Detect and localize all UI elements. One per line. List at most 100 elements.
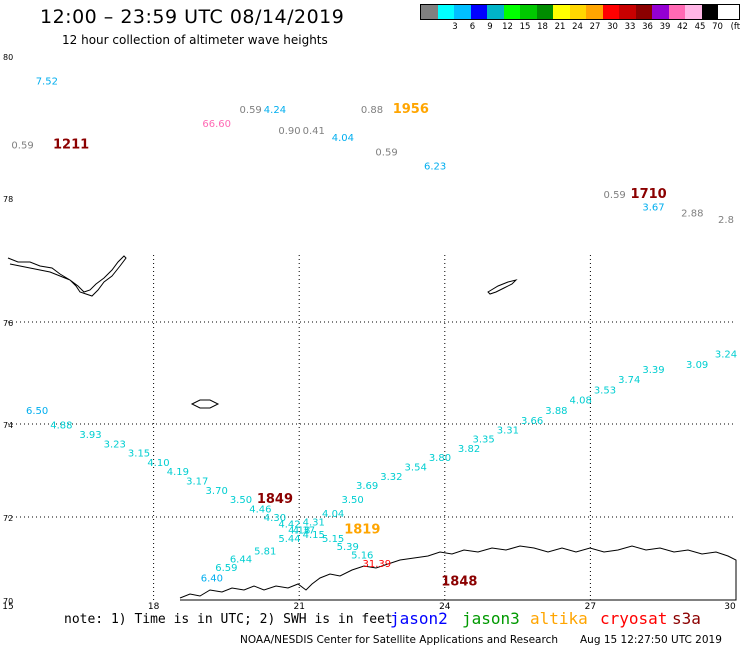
lat-tick-label: 74 <box>3 421 13 430</box>
wave-height-value: 4.04 <box>332 133 354 144</box>
wave-height-value: 4.37 <box>293 526 315 537</box>
wave-height-value: 3.15 <box>128 449 150 460</box>
pass-time-labels: 1211 1956 1710 1849 1819 1848 <box>53 102 667 590</box>
wave-height-value: 6.23 <box>424 162 446 173</box>
wave-height-value: 0.90 <box>278 126 300 137</box>
wave-height-value: 4.19 <box>167 467 189 478</box>
lon-tick-label: 24 <box>439 602 451 612</box>
legend-swatch <box>437 5 454 19</box>
legend-label: 30 <box>607 22 618 32</box>
legend-swatch <box>701 5 718 19</box>
legend-swatch <box>421 5 438 19</box>
wave-height-value: 3.82 <box>458 444 480 455</box>
pass-time-label: 1848 <box>441 574 477 589</box>
page-title: 12:00 – 23:59 UTC 08/14/2019 <box>40 6 345 28</box>
wave-height-value: 4.31 <box>303 517 325 528</box>
wave-height-value: 6.59 <box>215 563 237 574</box>
wave-height-value: 3.50 <box>230 495 252 506</box>
legend-label: 3 <box>452 22 458 32</box>
wave-height-value: 3.70 <box>206 486 228 497</box>
wave-height-value: 5.44 <box>278 534 300 545</box>
wave-height-value: 5.15 <box>322 534 344 545</box>
legend-swatch <box>470 5 487 19</box>
legend-swatch <box>487 5 504 19</box>
wave-height-value: 3.74 <box>618 375 640 386</box>
map-grid <box>8 255 736 600</box>
legend-swatch <box>520 5 537 19</box>
lat-tick-label: 80 <box>3 53 13 62</box>
lon-tick-label: 18 <box>148 602 160 612</box>
generated-timestamp: Aug 15 12:27:50 UTC 2019 <box>580 634 722 646</box>
wave-height-value: 0.41 <box>303 126 325 137</box>
wave-height-value: 3.23 <box>104 439 126 450</box>
pass-time-label: 1819 <box>344 523 380 538</box>
wave-height-value: 6.50 <box>26 406 48 417</box>
wave-height-value: 6.44 <box>230 555 252 566</box>
legend-swatch <box>602 5 619 19</box>
wave-height-value: 2.8 <box>718 215 734 226</box>
lon-tick-label: 27 <box>585 602 596 612</box>
legend-label: 33 <box>624 22 636 32</box>
wave-height-value: 3.09 <box>686 360 708 371</box>
coastline <box>7 255 737 601</box>
lat-tick-label: 72 <box>3 514 13 523</box>
wave-height-value: 4.88 <box>50 421 72 432</box>
page-subtitle: 12 hour collection of altimeter wave hei… <box>62 33 328 47</box>
wave-height-value: 3.32 <box>380 472 402 483</box>
pass-time-label: 1956 <box>393 102 429 117</box>
wave-height-value: 3.24 <box>715 350 737 361</box>
wave-height-value: 4.42 <box>278 519 300 530</box>
legend-label: 21 <box>554 22 566 32</box>
legend-label: 42 <box>677 22 688 32</box>
legend-label: 36 <box>642 22 653 32</box>
legend-swatches <box>420 4 740 20</box>
legend-swatch <box>635 5 652 19</box>
legend-label: 18 <box>537 22 548 32</box>
wave-height-value: 0.59 <box>11 140 33 151</box>
legend-swatch <box>503 5 520 19</box>
legend-swatch <box>454 5 471 19</box>
lon-tick-label: 30 <box>724 602 736 612</box>
legend-swatch <box>536 5 553 19</box>
bear-island-coast <box>190 399 220 409</box>
legend-label: 24 <box>572 22 583 32</box>
lon-tick-label: 15 <box>2 602 13 612</box>
satellite-cryosat: cryosat <box>600 609 668 628</box>
wave-height-value: 5.16 <box>351 551 373 562</box>
legend-label: 6 <box>469 22 476 32</box>
wave-height-value: 2.88 <box>681 209 703 220</box>
wave-height-value: 7.52 <box>36 76 58 87</box>
satellite-jason2: jason2 <box>390 609 448 628</box>
wave-height-value: 4.08 <box>570 396 592 407</box>
wave-height-value: 4.15 <box>303 530 325 541</box>
wave-height-value: 0.59 <box>604 190 626 201</box>
wave-height-value: 0.59 <box>240 105 262 116</box>
wave-height-value: 3.31 <box>497 425 519 436</box>
credit-line: NOAA/NESDIS Center for Satellite Applica… <box>240 634 558 646</box>
lon-tick-label: 21 <box>293 602 304 612</box>
wave-height-value: 3.88 <box>545 406 567 417</box>
wave-height-value: 4.24 <box>264 105 286 116</box>
wave-height-value: 3.66 <box>521 416 543 427</box>
legend-label: 70 <box>712 22 723 32</box>
wave-height-value: 66.60 <box>202 119 231 130</box>
satellite-s3a: s3a <box>672 609 701 628</box>
pass-time-label: 1849 <box>257 492 293 507</box>
kong-karls-land-coast <box>487 279 518 295</box>
wave-height-value: 3.53 <box>594 385 616 396</box>
satellite-altika: altika <box>530 609 588 628</box>
legend-swatch <box>668 5 685 19</box>
lat-tick-label: 78 <box>3 195 13 204</box>
wave-height-value: 6.40 <box>201 573 223 584</box>
wave-height-value: 5.39 <box>337 542 359 553</box>
legend-label: 39 <box>659 22 671 32</box>
wave-height-value: 3.39 <box>642 365 664 376</box>
legend-swatch <box>553 5 570 19</box>
legend-swatch <box>652 5 669 19</box>
wave-height-value: 4.18 <box>288 526 310 537</box>
wave-height-value: 5.81 <box>254 546 276 557</box>
